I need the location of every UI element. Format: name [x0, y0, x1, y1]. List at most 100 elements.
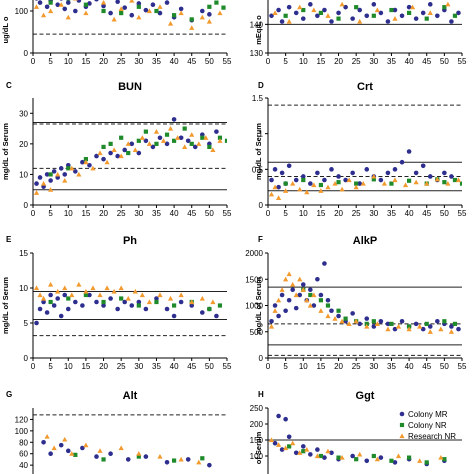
data-point	[339, 186, 345, 192]
series-research-nr	[268, 271, 455, 334]
data-point	[286, 163, 292, 169]
x-tick-label: 40	[405, 362, 414, 371]
data-point	[325, 13, 331, 18]
data-point	[171, 138, 177, 143]
data-point	[210, 147, 216, 153]
data-point	[185, 457, 191, 462]
data-point	[189, 299, 195, 305]
data-point	[279, 287, 285, 292]
data-point	[449, 324, 454, 329]
data-point	[189, 25, 195, 30]
data-point	[101, 457, 106, 462]
data-point	[325, 303, 331, 308]
data-point	[357, 18, 363, 24]
data-point	[287, 444, 292, 449]
data-point	[126, 150, 131, 156]
data-point	[381, 181, 387, 186]
data-point	[438, 326, 444, 332]
data-point	[442, 319, 447, 324]
x-tick-label: 25	[352, 209, 361, 218]
data-point	[301, 177, 306, 183]
data-point	[343, 177, 348, 183]
x-tick-label: 15	[81, 362, 90, 371]
data-point	[129, 0, 135, 3]
data-point	[420, 326, 426, 332]
data-point	[48, 451, 53, 457]
data-point	[357, 321, 363, 327]
data-point	[269, 318, 274, 324]
data-point	[434, 176, 440, 182]
data-point	[171, 13, 177, 18]
data-point	[34, 0, 39, 1]
data-point	[293, 177, 299, 183]
data-point	[34, 320, 39, 326]
x-tick-label: 45	[422, 209, 431, 218]
data-point	[207, 12, 212, 17]
x-tick-label: 55	[458, 209, 467, 218]
data-point	[385, 321, 391, 327]
data-point	[339, 318, 345, 324]
data-point	[392, 177, 398, 183]
data-point	[378, 455, 384, 460]
data-point	[290, 181, 296, 186]
y-tick-label: 10	[19, 170, 28, 179]
data-point	[329, 19, 334, 24]
data-point	[297, 450, 303, 455]
x-tick-label: 10	[299, 362, 308, 371]
x-tick-label: 0	[266, 57, 271, 66]
data-point	[189, 303, 195, 308]
data-point	[200, 8, 205, 14]
data-point	[101, 144, 106, 150]
y-tick-label: 2000	[245, 249, 263, 258]
data-point	[104, 159, 110, 165]
panel-top-left: 0 100 0 5 10 15 20 25 30 35 40 45 50 55 ug/dL o	[1, 0, 232, 66]
data-point	[322, 455, 327, 460]
data-point	[143, 454, 149, 459]
data-point	[55, 296, 60, 301]
data-point	[40, 295, 47, 301]
series-research-nr	[33, 281, 216, 305]
data-point	[41, 439, 46, 445]
x-tick-label: 30	[134, 362, 143, 371]
data-point	[452, 177, 458, 183]
data-point	[279, 170, 285, 176]
data-point	[178, 135, 184, 141]
data-point	[459, 181, 462, 186]
y-tick-label: 100	[15, 7, 29, 16]
data-point	[336, 16, 341, 21]
series-research-nr	[268, 173, 462, 200]
data-point	[350, 311, 355, 316]
x-tick-label: 5	[48, 57, 53, 66]
data-point	[420, 10, 426, 16]
data-point	[118, 285, 124, 291]
data-point	[442, 180, 447, 185]
data-point	[276, 313, 281, 319]
data-point	[65, 14, 71, 20]
data-point	[399, 318, 405, 324]
data-point	[364, 167, 370, 172]
data-point	[97, 150, 103, 156]
y-tick-label: 0	[24, 49, 29, 58]
data-point	[136, 4, 141, 9]
data-point	[189, 141, 194, 146]
x-tick-label: 15	[81, 57, 90, 66]
x-tick-label: 0	[31, 57, 36, 66]
data-point	[100, 0, 107, 5]
data-point	[308, 181, 313, 186]
x-tick-label: 20	[334, 57, 343, 66]
y-axis-label: mg/dL of Serum	[254, 123, 263, 180]
x-tick-label: 35	[152, 57, 161, 66]
data-point	[224, 138, 227, 143]
data-point	[357, 7, 363, 13]
data-point	[286, 18, 292, 24]
data-point	[371, 177, 376, 182]
data-point	[65, 448, 71, 454]
data-point	[214, 0, 219, 5]
data-point	[217, 10, 223, 16]
data-point	[58, 313, 64, 319]
data-point	[108, 141, 113, 146]
data-point	[207, 144, 212, 150]
data-point	[115, 153, 120, 159]
data-point	[318, 182, 324, 188]
data-point	[336, 180, 341, 185]
